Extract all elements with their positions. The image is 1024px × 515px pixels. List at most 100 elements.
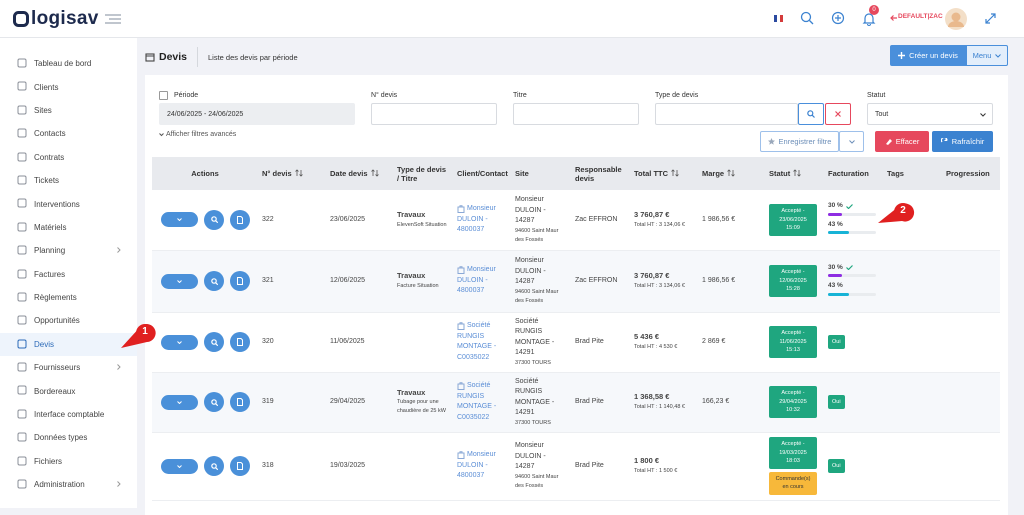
flag[interactable]	[774, 15, 783, 22]
nav-item[interactable]: Contrats	[0, 146, 137, 169]
add-icon[interactable]	[831, 11, 845, 25]
table-cell: Société RUNGIS MONTAGE - 14291 37300 TOUR…	[511, 312, 571, 373]
view-button[interactable]	[204, 392, 224, 412]
save-filter-button[interactable]: Enregistrer filtre	[760, 131, 839, 152]
table-cell: Monsieur DULOIN - 4800037	[453, 432, 511, 501]
quote-manager: Zac EFFRON	[571, 190, 630, 251]
client-link[interactable]: Monsieur DULOIN - 4800037	[457, 451, 496, 480]
nav-item[interactable]: Fournisseurs	[0, 356, 137, 379]
nav-item[interactable]: Devis	[0, 332, 137, 357]
menu-toggle[interactable]	[104, 13, 122, 25]
menu-button[interactable]: Menu	[966, 45, 1008, 66]
dropdown-button[interactable]	[161, 394, 198, 410]
search-icon[interactable]	[800, 11, 814, 25]
document-icon	[237, 338, 243, 346]
pdf-button[interactable]	[230, 392, 250, 412]
title-separator	[197, 47, 198, 67]
advanced-filters-link[interactable]: Afficher filtres avancés	[166, 131, 237, 138]
user-name[interactable]: DEFAULT|ZAC	[898, 13, 943, 20]
nav-item[interactable]: Sites	[0, 99, 137, 122]
dropdown-button[interactable]	[161, 458, 198, 474]
column-header: Marge	[698, 157, 765, 190]
client-link[interactable]: Société RUNGIS MONTAGE - C0035022	[457, 382, 497, 421]
nav-item[interactable]: Administration	[0, 473, 137, 496]
type-search-button[interactable]	[798, 103, 824, 125]
nav-item[interactable]: Bordereaux	[0, 379, 137, 402]
logo-text: logisav	[31, 8, 99, 29]
eraser-icon	[885, 139, 892, 145]
nav-item[interactable]: Interventions	[0, 192, 137, 215]
view-button[interactable]	[204, 332, 224, 352]
number-input[interactable]	[371, 103, 497, 125]
nav-item[interactable]: Fichiers	[0, 450, 137, 473]
period-checkbox[interactable]	[159, 91, 168, 100]
table-cell	[883, 432, 942, 501]
type-clear-button[interactable]	[825, 103, 851, 125]
total-ht: Total HT : 1 500 €	[634, 467, 678, 474]
nav-item[interactable]: Matériels	[0, 216, 137, 239]
nav-item[interactable]: Tableau de bord	[0, 52, 137, 75]
pdf-button[interactable]	[230, 209, 250, 230]
save-filter-caret[interactable]	[839, 131, 864, 152]
row-actions	[161, 332, 254, 352]
column-header: Client/Contact	[453, 157, 511, 190]
expand-icon[interactable]	[985, 13, 996, 24]
nav-label: Contacts	[34, 129, 66, 139]
column-label: Facturation	[828, 169, 869, 178]
type-input[interactable]	[655, 103, 798, 125]
pdf-button[interactable]	[230, 271, 250, 291]
check-icon	[845, 204, 853, 209]
table-cell: 2 869 €	[698, 312, 765, 373]
table-cell: Monsieur DULOIN - 4800037	[453, 250, 511, 313]
nav-item[interactable]: Clients	[0, 75, 137, 98]
period-input[interactable]: 24/06/2025 - 24/06/2025	[159, 103, 355, 125]
view-button[interactable]	[204, 209, 224, 230]
table-row: 322 23/06/2025 Travaux ElevenSoft Situation…	[152, 190, 1000, 251]
dropdown-button[interactable]	[161, 273, 198, 289]
site-name: Société RUNGIS MONTAGE - 14291	[515, 377, 555, 417]
client-link[interactable]: Monsieur DULOIN - 4800037	[457, 205, 496, 233]
quote-date: 12/06/2025	[326, 250, 393, 313]
title-input[interactable]	[513, 103, 639, 125]
refresh-button[interactable]: Rafraîchir	[932, 131, 993, 152]
sort-icon	[294, 169, 303, 177]
nav-item[interactable]: Planning	[0, 239, 137, 262]
table-cell: Monsieur DULOIN - 4800037	[453, 190, 511, 251]
dropdown-button[interactable]	[161, 212, 198, 228]
client-link[interactable]: Société RUNGIS MONTAGE - C0035022	[457, 322, 497, 361]
client-link[interactable]: Monsieur DULOIN - 4800037	[457, 266, 496, 295]
table-cell	[393, 432, 453, 501]
nav-chevron	[117, 481, 121, 487]
nav-item[interactable]: Opportunités	[0, 309, 137, 332]
status-badge: Accepté - 23/06/2025 15:09	[769, 204, 817, 236]
view-button[interactable]	[204, 271, 224, 291]
avatar[interactable]	[945, 8, 967, 30]
view-button[interactable]	[204, 456, 224, 476]
search-icon	[210, 216, 218, 224]
pdf-button[interactable]	[230, 456, 250, 476]
nav-label: Planning	[34, 246, 66, 256]
bell-icon[interactable]	[862, 11, 876, 26]
nav-item[interactable]: Contacts	[0, 122, 137, 145]
nav-item[interactable]: Règlements	[0, 286, 137, 309]
nav-item[interactable]: Factures	[0, 263, 137, 286]
status-select[interactable]: Tout	[867, 103, 993, 125]
sort-icon	[370, 169, 379, 177]
pdf-button[interactable]	[230, 332, 250, 352]
nav-icon	[17, 81, 27, 91]
clear-button[interactable]: Effacer	[875, 131, 929, 152]
nav-item[interactable]: Données types	[0, 426, 137, 449]
billing-track	[828, 292, 876, 296]
title-filter-label: Titre	[513, 92, 527, 99]
nav-item[interactable]: Interface comptable	[0, 403, 137, 426]
nav-item[interactable]: Tickets	[0, 169, 137, 192]
status-value: Tout	[875, 110, 889, 118]
nav-icon	[17, 409, 27, 419]
quote-type: Travaux	[397, 387, 426, 397]
site-address: 94600 Saint Maur des Fossés	[515, 473, 559, 489]
create-button[interactable]: Créer un devis	[890, 45, 966, 66]
dropdown-button[interactable]	[161, 334, 198, 350]
table-cell	[942, 190, 1000, 251]
sort-icon	[671, 169, 679, 177]
nav-chevron	[117, 364, 121, 370]
